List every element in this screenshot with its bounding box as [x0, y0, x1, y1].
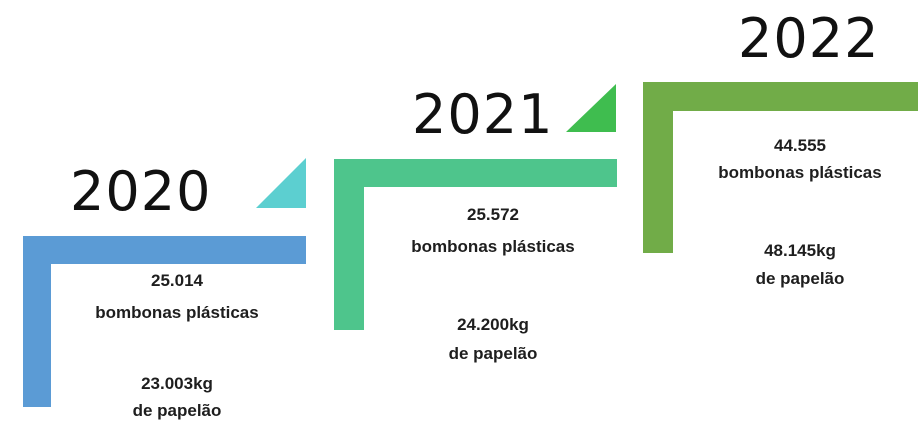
bombonas-count: 25.014: [151, 271, 203, 290]
step-horizontal-bar: [23, 236, 306, 264]
year-label: 2021: [412, 83, 554, 146]
year-label: 2022: [738, 7, 880, 70]
papelao-label: de papelão: [132, 401, 222, 420]
step-vertical-bar: [23, 236, 51, 407]
bombonas-label: bombonas plásticas: [95, 303, 259, 322]
papelao-weight: 23.003kg: [141, 374, 213, 393]
corner-triangle: [256, 158, 306, 208]
bombonas-label: bombonas plásticas: [411, 237, 575, 256]
triangle-shape: [256, 158, 306, 208]
step-vertical-bar: [643, 82, 673, 253]
papelao-label: de papelão: [755, 269, 845, 288]
triangle-shape: [566, 84, 616, 132]
bombonas-label: bombonas plásticas: [718, 163, 882, 182]
papelao-weight: 48.145kg: [764, 241, 836, 260]
step-horizontal-bar: [643, 82, 918, 111]
bombonas-count: 44.555: [774, 136, 826, 155]
step-vertical-bar: [334, 159, 364, 330]
papelao-weight: 24.200kg: [457, 315, 529, 334]
corner-triangle: [566, 84, 616, 132]
step-horizontal-bar: [334, 159, 617, 187]
year-label: 2020: [70, 160, 212, 223]
bombonas-count: 25.572: [467, 205, 519, 224]
papelao-label: de papelão: [448, 344, 538, 363]
